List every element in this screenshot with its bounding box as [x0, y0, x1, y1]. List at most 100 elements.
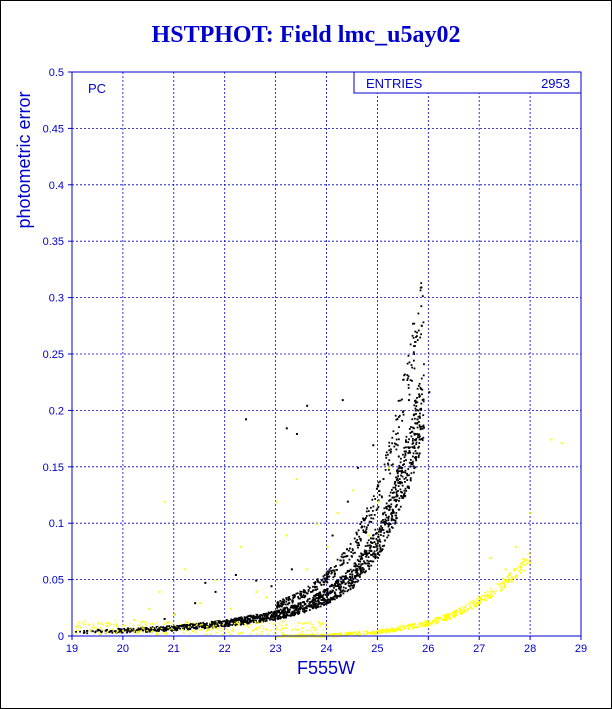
- data-point: [409, 465, 412, 468]
- data-point: [417, 329, 420, 332]
- data-point: [247, 622, 250, 624]
- data-point: [370, 513, 373, 516]
- data-point: [371, 498, 374, 501]
- data-point: [293, 611, 295, 614]
- data-point: [306, 604, 309, 607]
- data-point: [351, 549, 354, 552]
- data-point: [340, 555, 343, 558]
- data-point: [353, 584, 356, 587]
- data-point: [495, 590, 497, 592]
- data-point: [279, 629, 282, 631]
- data-point: [356, 565, 359, 568]
- data-point: [256, 621, 259, 623]
- data-point: [354, 569, 357, 572]
- data-point: [378, 554, 381, 556]
- data-point: [133, 630, 136, 633]
- data-point: [323, 599, 325, 602]
- data-point: [453, 616, 456, 619]
- data-point: [514, 577, 517, 579]
- data-point: [306, 636, 309, 638]
- data-point: [259, 616, 261, 619]
- data-point: [412, 446, 415, 449]
- data-point: [398, 414, 401, 417]
- data-point: [411, 627, 414, 629]
- data-point: [179, 627, 182, 630]
- data-point: [324, 600, 327, 603]
- data-point: [396, 432, 399, 435]
- data-point: [350, 584, 353, 587]
- data-point: [463, 609, 466, 611]
- data-point: [371, 537, 374, 540]
- data-point: [385, 530, 388, 533]
- data-point: [469, 606, 472, 608]
- data-point: [123, 629, 126, 632]
- data-point: [405, 439, 407, 442]
- data-point: [330, 570, 332, 572]
- data-point: [519, 572, 522, 574]
- data-point: [296, 592, 299, 595]
- data-point: [371, 509, 374, 512]
- data-point: [359, 569, 362, 572]
- data-point: [356, 544, 359, 547]
- data-point: [255, 622, 257, 625]
- data-point: [391, 514, 393, 517]
- data-point: [126, 631, 128, 634]
- data-point: [277, 618, 279, 620]
- data-point: [380, 521, 383, 523]
- data-point: [392, 628, 395, 631]
- data-point: [106, 628, 108, 631]
- data-point: [407, 628, 410, 630]
- data-point: [185, 621, 188, 624]
- data-point: [509, 573, 511, 576]
- data-point: [390, 489, 393, 491]
- data-point: [411, 460, 414, 463]
- data-point: [348, 585, 351, 588]
- data-point: [413, 417, 416, 420]
- data-point: [374, 553, 377, 556]
- data-point: [301, 608, 304, 611]
- data-point: [489, 557, 492, 560]
- data-point: [354, 563, 357, 566]
- data-point: [403, 478, 406, 480]
- data-point: [383, 523, 386, 526]
- data-point: [269, 616, 272, 619]
- data-point: [160, 628, 163, 631]
- data-point: [306, 592, 309, 595]
- data-point: [394, 481, 396, 484]
- data-point: [291, 599, 294, 602]
- data-point: [354, 565, 357, 568]
- data-point: [323, 589, 326, 592]
- data-point: [428, 624, 430, 626]
- data-point: [391, 627, 394, 630]
- data-point: [140, 625, 143, 627]
- data-point: [427, 625, 430, 627]
- data-point: [397, 467, 400, 470]
- data-point: [310, 604, 312, 607]
- data-point: [239, 620, 242, 623]
- data-point: [428, 620, 430, 622]
- data-point: [181, 628, 184, 631]
- data-point: [380, 629, 383, 631]
- data-point: [316, 523, 319, 526]
- data-point: [354, 580, 357, 583]
- data-point: [405, 441, 408, 443]
- data-point: [428, 391, 431, 394]
- data-point: [419, 417, 421, 419]
- data-point: [284, 614, 287, 617]
- data-point: [128, 630, 131, 633]
- data-point: [351, 555, 354, 558]
- data-point: [422, 398, 425, 401]
- data-point: [337, 595, 340, 597]
- x-tick-label: 21: [168, 643, 180, 655]
- data-point: [382, 629, 385, 631]
- x-tick-label: 29: [575, 643, 587, 655]
- data-point: [205, 626, 208, 629]
- data-point: [346, 570, 349, 572]
- data-point: [446, 614, 449, 617]
- data-point: [401, 398, 403, 401]
- data-point: [395, 418, 398, 421]
- data-point: [276, 604, 279, 607]
- data-point: [416, 387, 419, 390]
- data-point: [407, 468, 410, 470]
- data-point: [502, 585, 505, 587]
